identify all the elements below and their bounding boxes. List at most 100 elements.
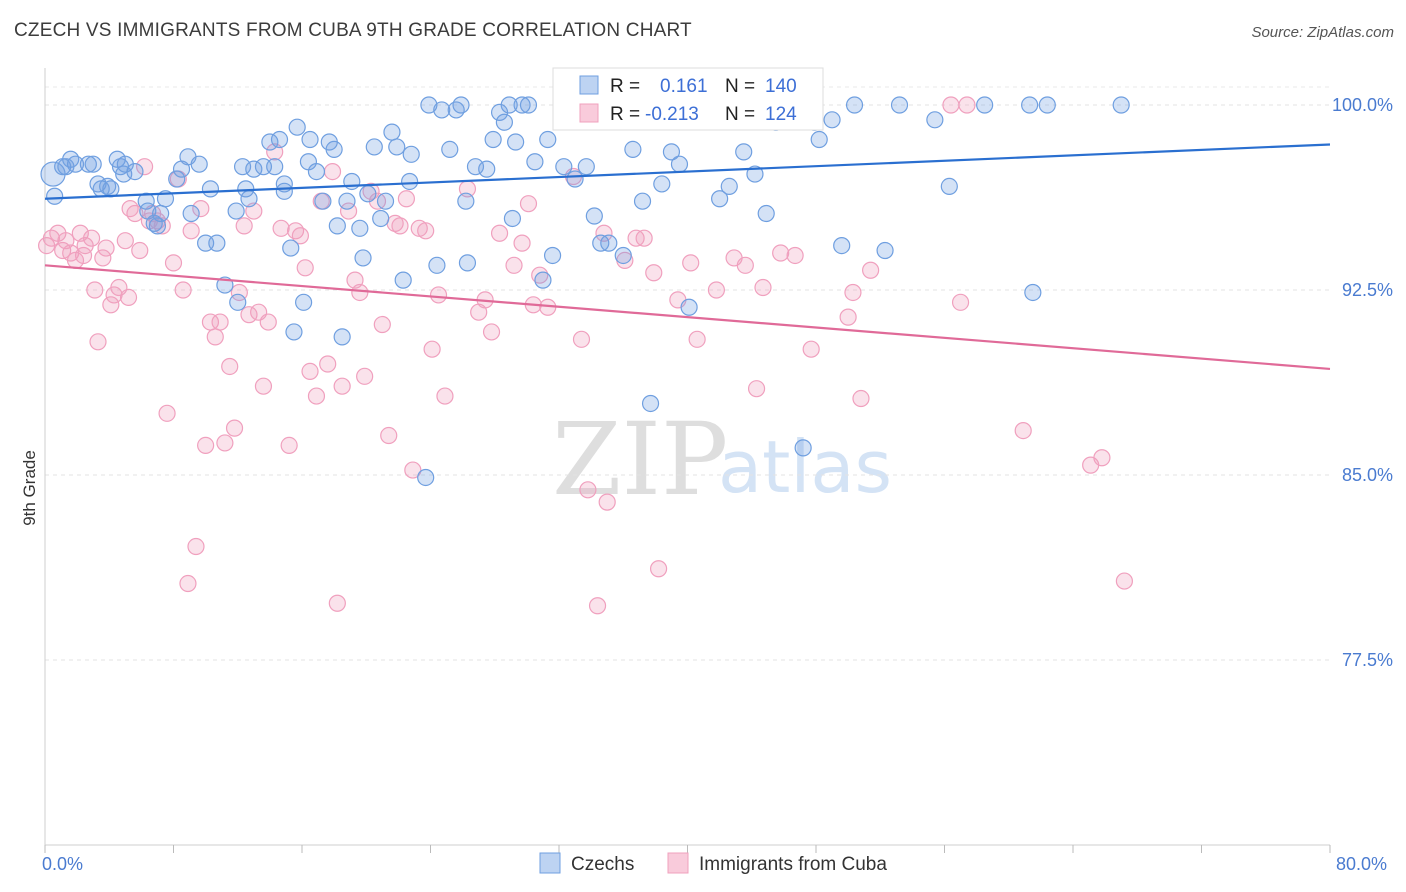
czechs-point (833, 237, 851, 255)
czechs-point (534, 271, 552, 289)
cuba-point (259, 313, 277, 331)
czechs-point (458, 254, 477, 272)
legend-swatch-cuba (579, 103, 599, 123)
legend-cuba-r-label: R = (610, 104, 640, 125)
cuba-point (802, 340, 820, 358)
cuba-point (221, 357, 239, 376)
czechs-point (388, 138, 406, 156)
legend-cuba-n-value: 124 (765, 104, 797, 125)
legend-cuba-n-label: N = (725, 104, 755, 125)
cuba-point (736, 256, 754, 274)
bottom-legend-cuba-label: Immigrants from Cuba (699, 854, 887, 875)
czechs-point (365, 138, 383, 156)
czechs-point (680, 298, 698, 316)
cuba-point (951, 293, 970, 311)
czechs-point (746, 165, 764, 183)
czechs-point (333, 328, 351, 346)
czechs-point (519, 96, 538, 114)
czechs-point (653, 175, 671, 193)
czechs-point (152, 204, 170, 223)
czechs-point (1024, 283, 1042, 302)
cuba-point (588, 597, 607, 615)
czechs-point (190, 155, 208, 173)
czechs-point (240, 190, 258, 208)
czechs-point (543, 246, 562, 265)
cuba-point (116, 232, 134, 250)
cuba-point (301, 362, 319, 380)
czechs-point (338, 192, 356, 210)
czechs-point (940, 177, 958, 195)
cuba-point (747, 380, 766, 398)
czechs-point (301, 130, 319, 149)
cuba-point (97, 239, 115, 257)
cuba-point (404, 461, 422, 479)
cuba-point (119, 288, 138, 306)
cuba-point (635, 229, 653, 247)
cuba-point (391, 217, 409, 235)
czechs-point (641, 394, 660, 413)
czechs-point (46, 187, 64, 205)
cuba-point (645, 264, 663, 282)
czechs-point (876, 241, 894, 260)
cuba-point (862, 261, 880, 279)
czechs-point (555, 158, 573, 176)
czechs-point (670, 155, 689, 173)
cuba-point (707, 281, 726, 299)
cuba-point (121, 200, 139, 218)
chart-title: CZECH VS IMMIGRANTS FROM CUBA 9TH GRADE … (14, 20, 692, 41)
czechs-point (376, 192, 395, 210)
czechs-point (600, 234, 618, 252)
czechs-point (270, 130, 289, 149)
y-axis-label: 9th Grade (20, 450, 39, 526)
trend-lines (44, 143, 1331, 371)
cuba-point (513, 234, 531, 252)
czechs-point (810, 130, 828, 149)
cuba-point (519, 195, 538, 213)
cuba-point (235, 217, 253, 235)
cuba-point (754, 278, 772, 297)
cuba-point (216, 434, 234, 452)
cuba-point (328, 594, 346, 612)
czechs-point (328, 217, 346, 235)
cuba-point (351, 283, 369, 302)
czechs-point (227, 202, 245, 220)
legend-czechs-r-value: 0.161 (660, 76, 708, 97)
cuba-point (187, 537, 205, 556)
cuba-point (429, 286, 448, 304)
axes (44, 68, 1331, 853)
czechs-point (1112, 96, 1130, 114)
cuba-point (225, 419, 244, 437)
cuba-point (197, 436, 215, 454)
cuba-point (373, 315, 391, 334)
cuba-point (572, 330, 591, 348)
czechs-point (500, 96, 518, 114)
cuba-point (505, 256, 523, 274)
cuba-point (192, 200, 210, 218)
cuba-points (38, 96, 1134, 615)
czechs-point (208, 234, 226, 252)
cuba-point (174, 281, 192, 299)
czechs-trend-line (44, 143, 1331, 200)
czechs-point (495, 113, 513, 131)
cuba-point (206, 328, 224, 346)
cuba-point (958, 96, 976, 114)
czechs-point (845, 96, 864, 114)
cuba-point (82, 229, 101, 247)
cuba-point (131, 241, 149, 260)
y-tick-label: 92.5% (1342, 280, 1393, 300)
cuba-point (852, 389, 870, 408)
czechs-point (794, 439, 812, 457)
cuba-point (942, 96, 960, 114)
czechs-point (457, 192, 475, 210)
legend-cuba-r-value: -0.213 (645, 104, 699, 125)
legend-czechs-n-value: 140 (765, 76, 797, 97)
czechs-point (325, 140, 343, 158)
bottom-legend-swatch-czechs (539, 852, 561, 874)
czechs-point (513, 96, 531, 114)
czechs-point (757, 204, 775, 223)
czechs-point (507, 133, 525, 151)
czechs-point (229, 293, 247, 311)
czechs-point (484, 130, 502, 149)
czechs-point (233, 158, 252, 176)
